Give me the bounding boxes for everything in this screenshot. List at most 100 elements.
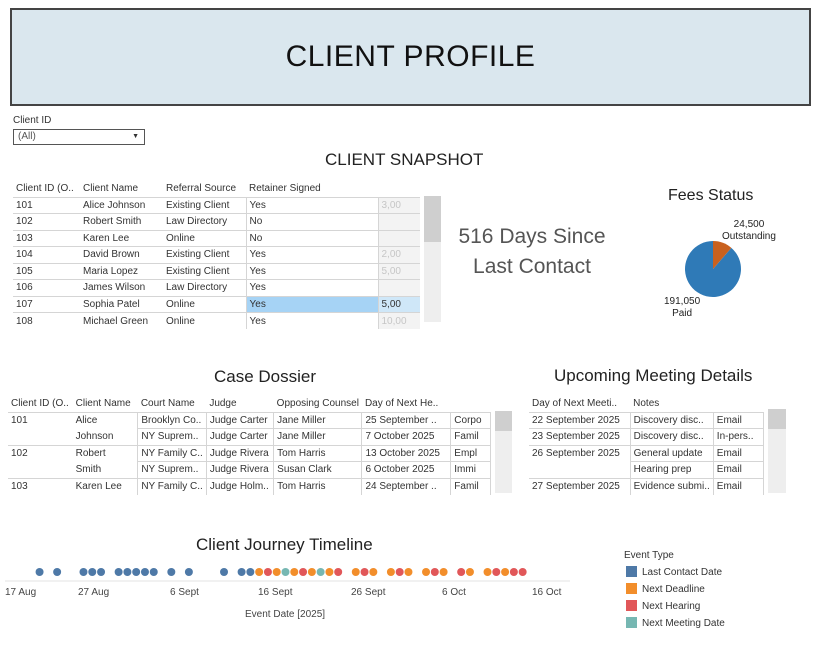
column-header-next-meeting[interactable]: Day of Next Meeti.. — [532, 398, 618, 410]
timeline-point-next-deadline[interactable] — [386, 568, 395, 576]
table-row[interactable]: 107 Sophia Patel Online Yes 5,00 — [13, 295, 420, 313]
legend-item[interactable]: Last Contact Date — [626, 566, 722, 578]
meetings-scrollbar-thumb[interactable] — [768, 409, 786, 429]
client-snapshot-title: CLIENT SNAPSHOT — [325, 150, 484, 169]
meeting-notes-cell: Discovery disc.. — [629, 411, 714, 429]
timeline-point-last-contact-date[interactable] — [140, 568, 149, 576]
upcoming-meetings-title: Upcoming Meeting Details — [554, 366, 753, 385]
timeline-point-next-deadline[interactable] — [483, 568, 492, 576]
timeline-x-tick-label: 16 Sept — [258, 587, 293, 598]
column-header-referral-source[interactable]: Referral Source — [166, 183, 237, 195]
snapshot-scrollbar-thumb[interactable] — [424, 196, 441, 242]
column-header-retainer-signed[interactable]: Retainer Signed — [249, 183, 321, 195]
case-type-cell: Famil — [450, 428, 491, 445]
timeline-point-last-contact-date[interactable] — [220, 568, 229, 576]
timeline-point-last-contact-date[interactable] — [149, 568, 158, 576]
dossier-scrollbar-thumb[interactable] — [495, 411, 512, 431]
timeline-point-next-meeting-date[interactable] — [316, 568, 325, 576]
timeline-point-next-hearing[interactable] — [360, 568, 369, 576]
timeline-point-next-deadline[interactable] — [439, 568, 448, 576]
timeline-point-next-deadline[interactable] — [501, 568, 510, 576]
timeline-point-next-hearing[interactable] — [518, 568, 527, 576]
column-header-next-hearing[interactable]: Day of Next He.. — [364, 398, 439, 410]
timeline-point-last-contact-date[interactable] — [184, 568, 193, 576]
dossier-scrollbar[interactable] — [495, 411, 512, 493]
timeline-point-last-contact-date[interactable] — [123, 568, 132, 576]
table-row[interactable]: Johnson NY Suprem.. Judge Carter Jane Mille… — [8, 428, 491, 445]
table-row[interactable]: 103 Karen Lee NY Family C.. Judge Holm.. Tom… — [8, 477, 491, 495]
table-row[interactable]: 26 September 2025 General update Email — [529, 444, 765, 462]
table-row[interactable]: 108 Michael Green Online Yes 10,00 — [13, 312, 420, 329]
legend-swatch — [626, 617, 637, 628]
timeline-point-last-contact-date[interactable] — [237, 568, 246, 576]
timeline-point-next-meeting-date[interactable] — [281, 568, 290, 576]
timeline-point-last-contact-date[interactable] — [88, 568, 97, 576]
column-header-judge[interactable]: Judge — [209, 398, 237, 410]
table-row[interactable]: 22 September 2025 Discovery disc.. Email — [529, 411, 765, 429]
timeline-point-last-contact-date[interactable] — [35, 568, 44, 576]
table-row[interactable]: 102 Robert NY Family C.. Judge Rivera Tom Ha… — [8, 444, 491, 462]
timeline-point-next-deadline[interactable] — [422, 568, 431, 576]
table-row[interactable]: Smith NY Suprem.. Judge Rivera Susan Clark 6… — [8, 461, 491, 478]
chevron-down-icon[interactable]: ▼ — [132, 133, 139, 140]
client-id-filter-dropdown[interactable]: (All) ▼ — [13, 129, 145, 145]
client-id-filter-label: Client ID — [13, 115, 52, 126]
timeline-point-next-hearing[interactable] — [395, 568, 404, 576]
meetings-scrollbar[interactable] — [768, 409, 786, 493]
next-hearing-cell: 7 October 2025 — [361, 428, 451, 445]
timeline-point-last-contact-date[interactable] — [246, 568, 255, 576]
timeline-point-next-deadline[interactable] — [404, 568, 413, 576]
timeline-point-next-hearing[interactable] — [509, 568, 518, 576]
timeline-point-next-hearing[interactable] — [263, 568, 272, 576]
timeline-point-next-hearing[interactable] — [457, 568, 466, 576]
timeline-point-next-hearing[interactable] — [430, 568, 439, 576]
meeting-mode-cell: Email — [712, 411, 765, 429]
column-header-client-id[interactable]: Client ID (O.. — [16, 183, 74, 195]
client-name-cell: David Brown — [80, 246, 163, 263]
timeline-point-last-contact-date[interactable] — [167, 568, 176, 576]
legend-item[interactable]: Next Deadline — [626, 583, 705, 595]
pie-slice-outstanding[interactable] — [713, 241, 732, 269]
timeline-point-next-deadline[interactable] — [290, 568, 299, 576]
timeline-point-next-deadline[interactable] — [255, 568, 264, 576]
timeline-point-last-contact-date[interactable] — [97, 568, 106, 576]
legend-item[interactable]: Next Meeting Date — [626, 617, 725, 629]
timeline-point-next-hearing[interactable] — [492, 568, 501, 576]
table-row[interactable]: Hearing prep Email — [529, 461, 765, 478]
client-name-cell: Michael Green — [80, 312, 163, 329]
column-header-court-name[interactable]: Court Name — [140, 398, 195, 410]
legend-item[interactable]: Next Hearing — [626, 600, 700, 612]
timeline-point-next-deadline[interactable] — [369, 568, 378, 576]
client-name-cell: Alice — [72, 411, 138, 429]
column-header-client-name[interactable]: Client Name — [83, 183, 139, 195]
timeline-point-last-contact-date[interactable] — [79, 568, 88, 576]
timeline-point-next-deadline[interactable] — [325, 568, 334, 576]
timeline-point-next-hearing[interactable] — [299, 568, 308, 576]
table-row[interactable]: 23 September 2025 Discovery disc.. In-pers… — [529, 428, 765, 445]
table-row[interactable]: 103 Karen Lee Online No — [13, 229, 420, 247]
timeline-point-next-deadline[interactable] — [465, 568, 474, 576]
timeline-point-next-deadline[interactable] — [307, 568, 316, 576]
referral-source-cell: Existing Client — [163, 196, 246, 214]
timeline-point-last-contact-date[interactable] — [114, 568, 123, 576]
timeline-point-last-contact-date[interactable] — [53, 568, 62, 576]
snapshot-scrollbar[interactable] — [424, 196, 441, 322]
table-row[interactable]: 106 James Wilson Law Directory Yes — [13, 279, 420, 296]
table-row[interactable]: 101 Alice Brooklyn Co.. Judge Carter Jane Mi… — [8, 411, 491, 429]
column-header-notes[interactable]: Notes — [633, 398, 660, 410]
table-row[interactable]: 101 Alice Johnson Existing Client Yes 3,00 — [13, 196, 420, 214]
timeline-point-next-hearing[interactable] — [334, 568, 343, 576]
timeline-point-next-deadline[interactable] — [272, 568, 281, 576]
table-row[interactable]: 105 Maria Lopez Existing Client Yes 5,00 — [13, 262, 420, 280]
table-row[interactable]: 27 September 2025 Evidence submi.. Email — [529, 477, 765, 495]
column-header-client-id[interactable]: Client ID (O.. — [11, 398, 69, 410]
table-row[interactable]: 102 Robert Smith Law Directory No — [13, 213, 420, 230]
client-name-cell: James Wilson — [80, 279, 163, 296]
timeline-point-next-deadline[interactable] — [351, 568, 360, 576]
client-id-cell: 108 — [13, 312, 80, 329]
table-row[interactable]: 104 David Brown Existing Client Yes 2,00 — [13, 246, 420, 263]
column-header-client-name[interactable]: Client Name — [75, 398, 131, 410]
column-header-opposing-counsel[interactable]: Opposing Counsel — [276, 398, 359, 410]
timeline-point-last-contact-date[interactable] — [132, 568, 141, 576]
fee-cell: 5,00 — [377, 295, 420, 313]
